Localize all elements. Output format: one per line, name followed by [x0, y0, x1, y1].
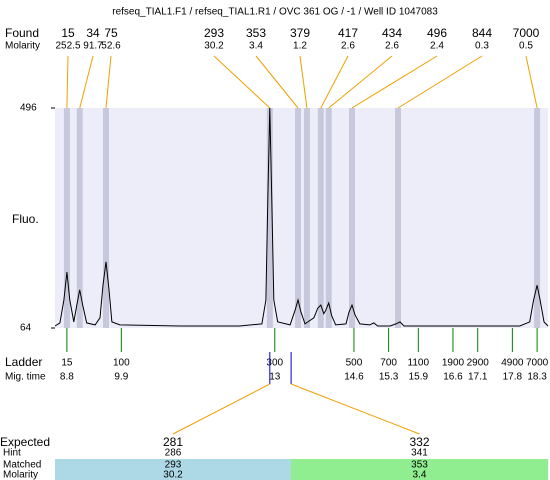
ladder-time: 9.9: [114, 372, 128, 383]
found-molarity: 30.2: [204, 41, 224, 52]
found-molarity: 91.7: [83, 41, 103, 52]
peak-connector: [66, 55, 69, 109]
peak-connector: [213, 55, 271, 109]
expected-row-label: Matched: [3, 460, 41, 471]
ladder-time: 16.6: [443, 372, 463, 383]
ladder-size: 300: [266, 358, 283, 369]
found-label: Found: [5, 26, 39, 40]
found-size: 434: [382, 26, 402, 40]
ladder-size: 15: [61, 358, 73, 369]
peak-band: [303, 108, 310, 328]
ladder-time: 13: [269, 372, 281, 383]
peak-band: [348, 108, 355, 328]
plot-area: [55, 108, 548, 328]
found-size: 34: [86, 26, 100, 40]
peak-band: [295, 108, 302, 328]
peak-connector: [397, 55, 483, 109]
found-size: 7000: [513, 26, 540, 40]
matched-cell: [55, 459, 291, 480]
matched-cell: [291, 459, 548, 480]
ladder-size: 700: [380, 358, 397, 369]
peak-connector: [525, 55, 538, 109]
ladder-time: 18.3: [527, 372, 547, 383]
peak-connector: [328, 55, 393, 109]
peak-band: [102, 108, 109, 328]
peak-band: [63, 108, 70, 328]
found-size: 353: [246, 26, 266, 40]
peak-connector: [320, 55, 349, 109]
expected-connector: [290, 383, 420, 435]
matched-size: 293: [165, 460, 182, 471]
hint-size: 341: [411, 448, 428, 459]
found-molarity: 0.5: [519, 41, 533, 52]
ladder-label: Ladder: [5, 355, 42, 369]
ladder-size: 100: [113, 358, 130, 369]
peak-connector: [79, 55, 94, 109]
matched-size: 353: [411, 460, 428, 471]
expected-row-label: Hint: [3, 448, 21, 459]
peak-connector: [351, 55, 438, 109]
ladder-time: 8.8: [60, 372, 74, 383]
peak-band: [266, 108, 273, 328]
expected-size: 332: [409, 435, 429, 449]
found-size: 417: [338, 26, 358, 40]
peak-band: [395, 108, 402, 328]
expected-connector: [172, 383, 271, 435]
matched-molarity: 3.4: [413, 470, 427, 480]
peak-connector: [255, 55, 299, 109]
ladder-size: 1100: [408, 358, 430, 369]
found-size: 75: [104, 26, 118, 40]
ladder-size: 500: [346, 358, 363, 369]
matched-molarity: 30.2: [163, 470, 183, 480]
found-molarity: 2.6: [385, 41, 399, 52]
migtime-label: Mig. time: [5, 372, 46, 383]
found-molarity: 252.5: [55, 41, 80, 52]
ladder-size: 1900: [442, 358, 465, 369]
hint-size: 286: [165, 448, 182, 459]
y-axis-label: Fluo.: [12, 212, 39, 226]
peak-band: [317, 108, 324, 328]
ladder-time: 15.3: [379, 372, 399, 383]
found-size: 15: [61, 26, 75, 40]
y-tick-label: 64: [20, 323, 32, 334]
peak-connector: [105, 55, 112, 109]
ladder-time: 17.1: [468, 372, 488, 383]
ladder-time: 14.6: [344, 372, 364, 383]
expected-row-label: Molarity: [3, 470, 38, 480]
peak-band: [76, 108, 83, 328]
ladder-time: 17.8: [503, 372, 523, 383]
y-tick-label: 496: [20, 103, 37, 114]
peak-band: [534, 108, 541, 328]
found-molarity: 0.3: [475, 41, 489, 52]
found-size: 293: [204, 26, 224, 40]
ladder-size: 2900: [467, 358, 490, 369]
title: refseq_TIAL1.F1 / refseq_TIAL1.R1 / OVC …: [112, 7, 438, 18]
found-molarity: 52.6: [101, 41, 121, 52]
peak-connector: [299, 55, 308, 109]
ladder-size: 4900: [501, 358, 524, 369]
molarity-label: Molarity: [5, 41, 40, 52]
found-molarity: 3.4: [249, 41, 263, 52]
found-size: 379: [290, 26, 310, 40]
found-size: 496: [427, 26, 447, 40]
found-molarity: 2.4: [430, 41, 444, 52]
ladder-time: 15.9: [409, 372, 429, 383]
found-size: 844: [472, 26, 492, 40]
expected-row-label: Expected: [0, 435, 50, 449]
found-molarity: 1.2: [293, 41, 307, 52]
trace: [54, 107, 549, 327]
found-molarity: 2.6: [341, 41, 355, 52]
ladder-size: 7000: [526, 358, 549, 369]
expected-size: 281: [163, 435, 183, 449]
peak-band: [325, 108, 332, 328]
